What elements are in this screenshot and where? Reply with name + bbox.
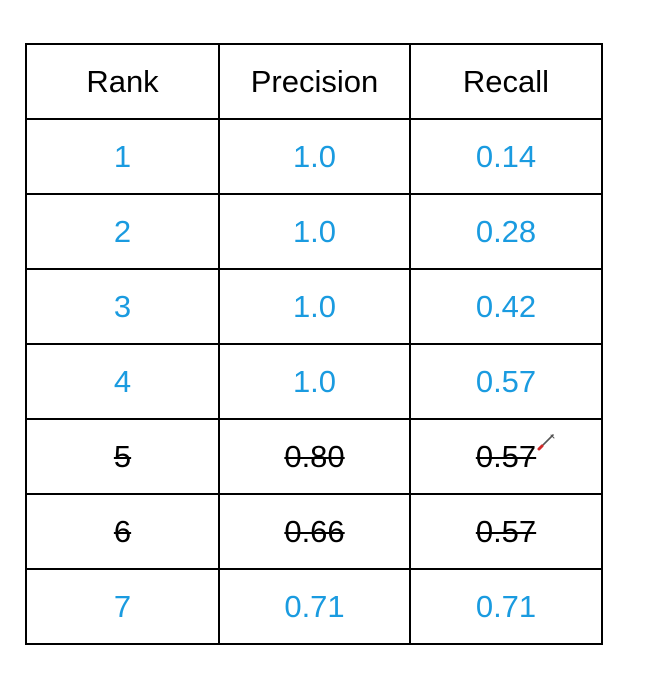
precision-cell: 1.0	[218, 118, 411, 195]
table-row: 2 1.0 0.28	[25, 193, 603, 270]
rank-cell: 2	[25, 193, 220, 270]
precision-cell: 0.80	[218, 418, 411, 495]
table-row-struck: 6 0.66 0.57	[25, 493, 603, 570]
header-recall: Recall	[409, 43, 603, 120]
table-row: 1 1.0 0.14	[25, 118, 603, 195]
precision-cell: 1.0	[218, 268, 411, 345]
precision-cell: 0.71	[218, 568, 411, 645]
pen-cursor-icon	[536, 433, 556, 453]
precision-cell: 1.0	[218, 343, 411, 420]
rank-cell: 7	[25, 568, 220, 645]
table-row: 7 0.71 0.71	[25, 568, 603, 645]
rank-cell: 4	[25, 343, 220, 420]
recall-cell: 0.71	[409, 568, 603, 645]
precision-cell: 0.66	[218, 493, 411, 570]
table-header-row: Rank Precision Recall	[25, 43, 603, 120]
table-row-struck: 5 0.80 0.57	[25, 418, 603, 495]
recall-cell: 0.57	[409, 418, 603, 495]
recall-cell: 0.28	[409, 193, 603, 270]
precision-recall-table-container: Rank Precision Recall 1 1.0 0.14 2 1.0 0…	[25, 43, 603, 645]
recall-cell: 0.57	[409, 493, 603, 570]
header-precision: Precision	[218, 43, 411, 120]
precision-recall-table: Rank Precision Recall 1 1.0 0.14 2 1.0 0…	[25, 43, 603, 645]
header-rank: Rank	[25, 43, 220, 120]
rank-cell: 1	[25, 118, 220, 195]
rank-cell: 3	[25, 268, 220, 345]
table-row: 4 1.0 0.57	[25, 343, 603, 420]
recall-cell: 0.42	[409, 268, 603, 345]
rank-cell: 6	[25, 493, 220, 570]
table-row: 3 1.0 0.42	[25, 268, 603, 345]
rank-cell: 5	[25, 418, 220, 495]
recall-cell: 0.57	[409, 343, 603, 420]
recall-cell: 0.14	[409, 118, 603, 195]
precision-cell: 1.0	[218, 193, 411, 270]
